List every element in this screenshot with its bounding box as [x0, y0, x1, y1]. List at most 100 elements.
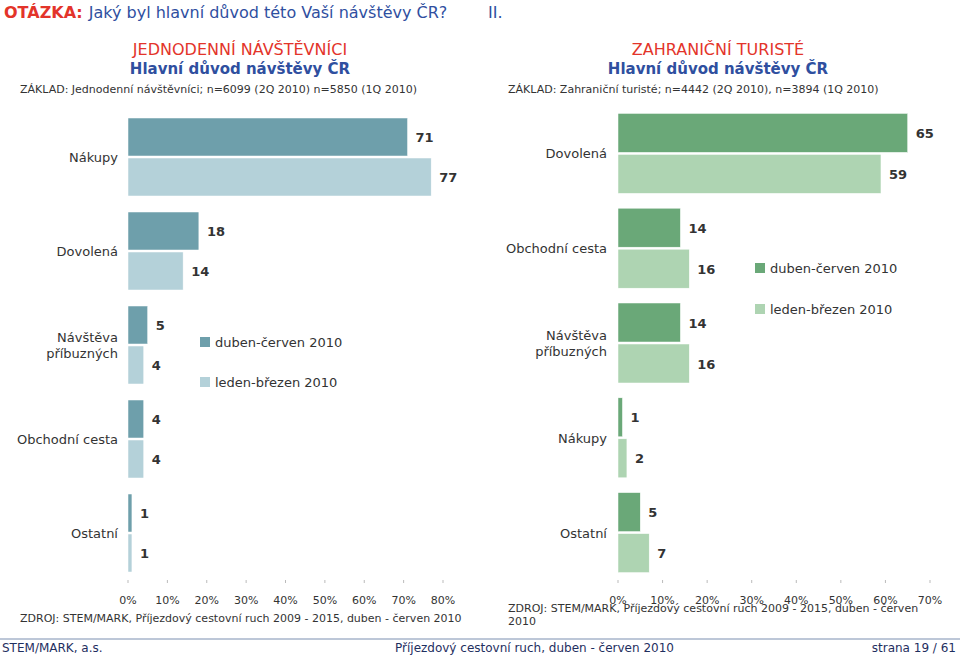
bar: [618, 208, 680, 247]
tick-mark: [930, 580, 931, 583]
tick-label: 0%: [119, 594, 136, 607]
legend-label: duben-červen 2010: [770, 261, 897, 276]
bar: [618, 113, 908, 152]
bar: [128, 400, 144, 438]
bar: [128, 494, 132, 532]
tick-mark: [443, 580, 444, 583]
tick-mark: [285, 580, 286, 583]
data-label: 59: [889, 167, 907, 182]
chart: ZAHRANIČNÍ TURISTÉHlavní důvod návštěvy …: [506, 40, 942, 607]
data-label: 16: [697, 262, 715, 277]
data-label: 1: [140, 506, 149, 521]
data-label: 5: [648, 505, 657, 520]
tick-label: 30%: [234, 594, 258, 607]
data-label: 1: [630, 410, 639, 425]
data-label: 7: [657, 546, 666, 561]
tick-mark: [167, 580, 168, 583]
tick-label: 70%: [918, 594, 942, 607]
page: OTÁZKA: Jaký byl hlavní důvod této Vaší n…: [0, 0, 960, 655]
legend-swatch: [755, 263, 765, 273]
bar: [128, 306, 148, 344]
tick-mark: [796, 580, 797, 583]
data-label: 77: [439, 170, 457, 185]
tick-mark: [707, 580, 708, 583]
data-label: 4: [152, 358, 161, 373]
category-label: Dovolená: [546, 146, 607, 161]
bar: [128, 158, 431, 196]
chart-title: JEDNODENNÍ NÁVŠTĚVNÍCI: [132, 40, 347, 59]
data-label: 14: [191, 264, 209, 279]
tick-mark: [364, 580, 365, 583]
base-note: ZÁKLAD: Zahraniční turisté; n=4442 (2Q 2…: [508, 83, 948, 96]
footer-left: STEM/MARK, a.s.: [2, 641, 103, 655]
question-label: OTÁZKA:: [4, 3, 83, 22]
bar: [128, 252, 183, 290]
base-note: ZÁKLAD: Jednodenní návštěvníci; n=6099 (…: [20, 83, 490, 96]
bar: [618, 493, 640, 532]
tick-label: 80%: [431, 594, 455, 607]
legend-label: duben-červen 2010: [215, 335, 342, 350]
tick-label: 60%: [352, 594, 376, 607]
data-label: 2: [635, 451, 644, 466]
source-note: ZDROJ: STEM/MARK, Příjezdový cestovní ru…: [508, 602, 938, 628]
category-label: Návštěvapříbuzných: [46, 330, 118, 361]
tick-mark: [324, 580, 325, 583]
category-label: Nákupy: [558, 431, 607, 446]
tick-mark: [246, 580, 247, 583]
data-label: 14: [688, 221, 706, 236]
tick-mark: [206, 580, 207, 583]
source-note: ZDROJ: STEM/MARK, Příjezdový cestovní ru…: [20, 612, 490, 625]
data-label: 16: [697, 357, 715, 372]
data-label: 5: [156, 318, 165, 333]
bar: [618, 439, 627, 478]
tick-label: 20%: [195, 594, 219, 607]
tick-label: 50%: [313, 594, 337, 607]
tick-label: 40%: [273, 594, 297, 607]
question-text: Jaký byl hlavní důvod této Vaší návštěvy…: [88, 3, 448, 22]
bars: [128, 118, 431, 572]
bar: [618, 398, 622, 437]
legend-label: leden-březen 2010: [215, 375, 337, 390]
category-label: Ostatní: [71, 526, 118, 541]
tick-mark: [885, 580, 886, 583]
bar: [128, 212, 199, 250]
tick-mark: [403, 580, 404, 583]
footer-center: Příjezdový cestovní ruch, duben - červen…: [395, 641, 674, 655]
legend-label: leden-březen 2010: [770, 302, 892, 317]
chart-title: ZAHRANIČNÍ TURISTÉ: [632, 40, 804, 59]
chart-subtitle: Hlavní důvod návštěvy ČR: [608, 59, 829, 78]
bars: [618, 113, 908, 572]
legend-swatch: [200, 337, 210, 347]
bar: [128, 534, 132, 572]
bar: [618, 249, 689, 288]
data-label: 18: [207, 224, 225, 239]
bar: [128, 346, 144, 384]
bar: [128, 440, 144, 478]
data-label: 14: [688, 316, 706, 331]
tick-mark: [751, 580, 752, 583]
bar: [128, 118, 408, 156]
data-label: 4: [152, 412, 161, 427]
category-label: Nákupy: [69, 150, 118, 165]
data-label: 71: [416, 130, 434, 145]
category-label: Návštěvapříbuzných: [535, 328, 607, 359]
footer-right: strana 19 / 61: [872, 641, 956, 655]
bar: [618, 534, 649, 573]
bar: [618, 303, 680, 342]
data-label: 65: [916, 126, 934, 141]
category-label: Dovolená: [57, 244, 118, 259]
chart-subtitle: Hlavní důvod návštěvy ČR: [130, 59, 351, 78]
tick-mark: [662, 580, 663, 583]
category-label: Ostatní: [560, 526, 607, 541]
tick-label: 10%: [155, 594, 179, 607]
tick-mark: [128, 580, 129, 583]
question: OTÁZKA: Jaký byl hlavní důvod této Vaší n…: [4, 3, 447, 22]
data-label: 1: [140, 546, 149, 561]
category-label: Obchodní cesta: [506, 241, 607, 256]
legend-swatch: [755, 304, 765, 314]
section-number: II.: [488, 3, 503, 22]
category-label: Obchodní cesta: [17, 432, 118, 447]
chart: JEDNODENNÍ NÁVŠTĚVNÍCIHlavní důvod návšt…: [17, 40, 457, 607]
data-label: 4: [152, 452, 161, 467]
footer-rule: [0, 639, 960, 640]
